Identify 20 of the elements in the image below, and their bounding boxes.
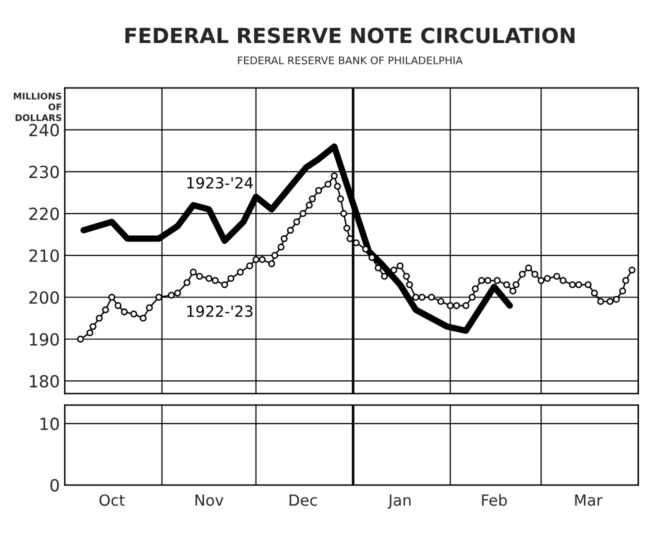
y-tick-label: 180 bbox=[30, 374, 59, 388]
x-tick-label: Dec bbox=[290, 494, 317, 506]
series-label: 1922-'23 bbox=[187, 305, 252, 317]
chart-subtitle: FEDERAL RESERVE BANK OF PHILADELPHIA bbox=[238, 56, 463, 64]
y-tick-label: 230 bbox=[29, 166, 59, 178]
x-tick-label: Feb bbox=[482, 494, 507, 506]
y-tick-label: 0 bbox=[50, 478, 59, 492]
chart-title: FEDERAL RESERVE NOTE CIRCULATION bbox=[125, 28, 574, 44]
x-tick-label: Jan bbox=[388, 494, 411, 509]
y-tick-label: 10 bbox=[40, 418, 59, 430]
x-tick-label: Mar bbox=[575, 494, 603, 506]
y-tick-label: 210 bbox=[29, 249, 59, 262]
y-tick-label: 220 bbox=[29, 207, 59, 220]
y-tick-label: 200 bbox=[29, 291, 59, 304]
y-tick-label: 190 bbox=[30, 333, 59, 346]
x-tick-label: Oct bbox=[99, 494, 125, 506]
y-axis-title: MILLIONS OF DOLLARS bbox=[14, 92, 62, 122]
series-label: 1923-'24 bbox=[187, 177, 253, 189]
x-tick-label: Nov bbox=[196, 494, 224, 506]
y-tick-label: 240 bbox=[29, 124, 59, 136]
